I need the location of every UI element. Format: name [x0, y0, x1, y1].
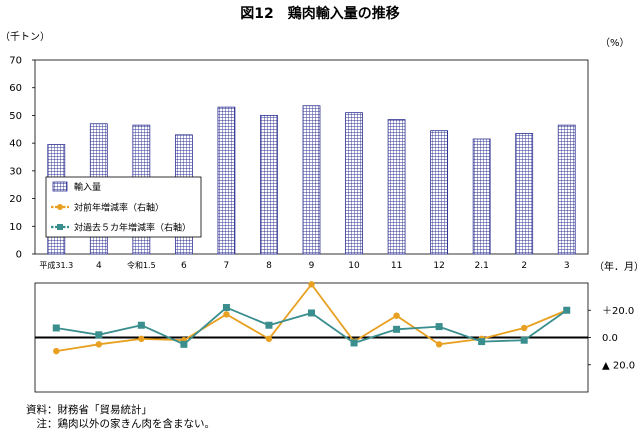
x-tick-label: 7	[224, 261, 230, 271]
bar-10	[345, 112, 363, 255]
series-point-0	[138, 335, 145, 343]
x-tick-label: 8	[266, 261, 272, 271]
bar-8	[260, 115, 278, 255]
x-tick-label: 2	[521, 261, 527, 271]
x-axis-unit: （年．月）	[594, 260, 640, 273]
left-axis-unit: （千トン）	[0, 31, 50, 43]
series-point-0	[95, 341, 103, 348]
x-tick-label: 12	[433, 261, 444, 271]
right-axis-unit: （%）	[600, 37, 630, 49]
bar-2.1	[472, 138, 491, 255]
x-tick-label: 11	[391, 261, 402, 271]
series-point-1	[265, 321, 273, 329]
right-tick-label: ＋20.0	[602, 306, 634, 317]
series-point-0	[265, 335, 273, 343]
x-tick-label: 3	[564, 261, 570, 271]
right-tick-label: ▲ 20.0	[602, 360, 635, 371]
series-point-0	[520, 324, 528, 332]
x-tick-label: 6	[181, 261, 187, 271]
legend-marker-1	[57, 224, 63, 230]
y-tick-label: 0	[16, 250, 22, 261]
series-point-1	[563, 306, 571, 314]
series-point-1	[95, 331, 103, 339]
bar-3	[557, 124, 576, 255]
y-tick-label: 50	[9, 111, 22, 122]
legend-label-line-0: 対前年増減率（右軸）	[74, 202, 164, 214]
y-tick-label: 20	[9, 194, 22, 205]
footnote: 注：鶏肉以外の家きん肉を含まない。	[26, 418, 215, 430]
y-tick-label: 70	[9, 56, 22, 67]
series-point-1	[478, 338, 486, 346]
series-point-1	[222, 304, 230, 312]
series-point-0	[393, 312, 400, 319]
series-point-0	[223, 311, 230, 318]
bar-11	[387, 119, 406, 255]
import-volume-bar-chart: 0 10 20 30 40 50 60 70 平成31.3 4 令和1.5 6 7 8 9 10 11 12 2.1…	[9, 56, 589, 271]
series-point-1	[435, 323, 443, 331]
y-tick-label: 10	[9, 222, 22, 233]
series-point-0	[308, 281, 315, 288]
x-tick-label: 2.1	[474, 261, 488, 271]
right-tick-label: 0.0	[602, 333, 618, 344]
legend-marker-0	[57, 204, 63, 210]
x-tick-label: 9	[309, 261, 315, 271]
chart-title: 図12 鶏肉輸入量の推移	[240, 5, 399, 22]
y-tick-label: 60	[9, 83, 22, 94]
x-tick-label: 平成31.3	[39, 260, 73, 270]
series-point-1	[308, 309, 315, 317]
series-point-0	[435, 341, 443, 348]
bar-9	[302, 105, 321, 255]
growth-rate-line-chart: ＋20.0 0.0 ▲ 20.0	[34, 281, 635, 393]
series-point-1	[52, 324, 60, 332]
legend-swatch-bar	[52, 181, 68, 192]
x-tick-label: 令和1.5	[127, 260, 156, 270]
legend-box	[45, 176, 202, 238]
x-tick-label: 4	[96, 261, 102, 271]
series-point-0	[53, 347, 60, 355]
y-tick-label: 30	[9, 166, 22, 177]
bar-12	[430, 130, 449, 255]
series-point-1	[180, 340, 188, 348]
series-point-1	[520, 336, 528, 344]
legend-label-bar: 輸入量	[74, 181, 101, 193]
legend-label-line-1: 対過去５カ年増減率（右軸）	[74, 222, 191, 234]
source-note: 資料：財務省「貿易統計」	[26, 404, 152, 416]
bar-7	[217, 106, 236, 255]
y-tick-label: 40	[9, 139, 22, 150]
x-tick-label: 10	[348, 261, 360, 271]
bar-2	[515, 133, 534, 255]
series-point-1	[137, 321, 145, 329]
footnotes: 資料：財務省「貿易統計」 注：鶏肉以外の家きん肉を含まない。	[26, 403, 215, 431]
series-point-1	[350, 339, 358, 347]
series-point-1	[393, 325, 401, 333]
